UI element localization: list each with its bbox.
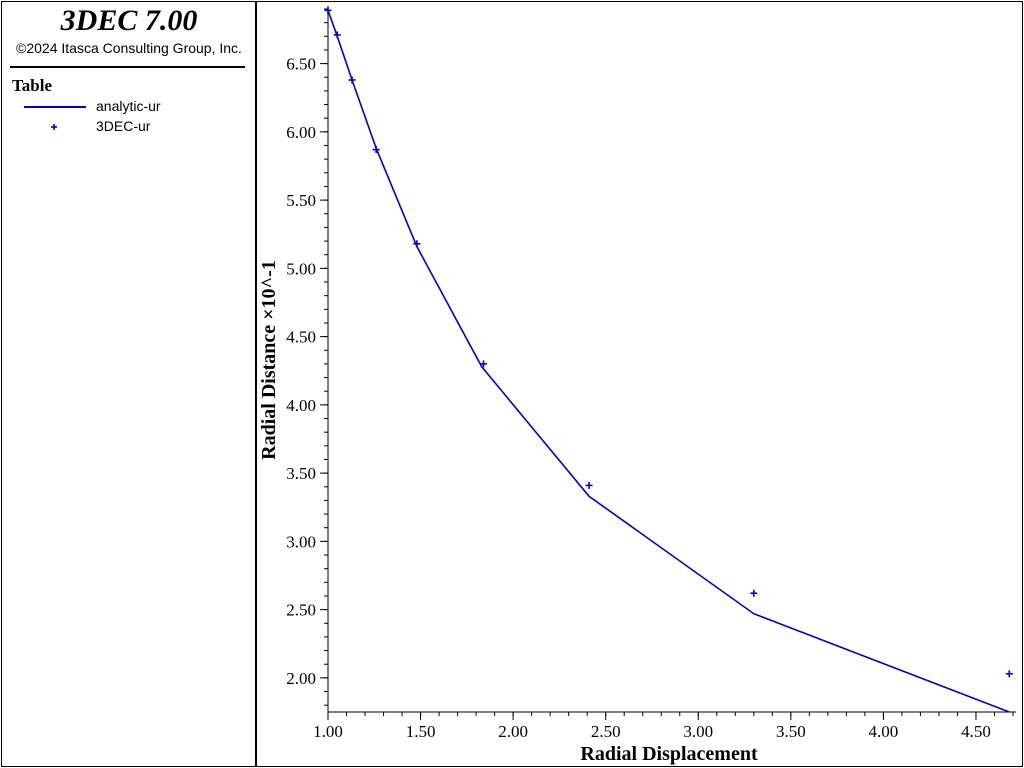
x-tick-label: 4.50 bbox=[961, 722, 991, 741]
x-tick-label: 1.50 bbox=[406, 722, 436, 741]
legend-title: Table bbox=[12, 76, 53, 95]
y-tick-label: 4.00 bbox=[286, 396, 316, 415]
y-tick-label: 6.00 bbox=[286, 123, 316, 142]
panel-divider bbox=[255, 1, 257, 767]
x-tick-label: 2.00 bbox=[498, 722, 528, 741]
y-tick-label: 2.50 bbox=[286, 601, 316, 620]
data-point-3dec-ur bbox=[750, 589, 758, 597]
series-line-analytic-ur bbox=[327, 10, 1010, 713]
y-tick-label: 4.50 bbox=[286, 328, 316, 347]
x-tick-label: 2.50 bbox=[591, 722, 621, 741]
x-axis-title: Radial Displacement bbox=[580, 743, 758, 765]
series-layer bbox=[324, 6, 1013, 713]
plus-marker-icon bbox=[51, 124, 57, 130]
y-tick-label: 5.50 bbox=[286, 191, 316, 210]
data-point-3dec-ur bbox=[372, 146, 380, 154]
line-swatch-icon bbox=[24, 106, 86, 108]
data-point-3dec-ur bbox=[585, 481, 593, 489]
y-tick-label: 6.50 bbox=[286, 55, 316, 74]
legend-separator bbox=[10, 66, 245, 68]
y-tick-label: 5.00 bbox=[286, 259, 316, 278]
x-tick-label: 1.00 bbox=[313, 722, 343, 741]
legend-label-analytic-ur: analytic-ur bbox=[96, 98, 161, 114]
y-tick-label: 3.00 bbox=[286, 532, 316, 551]
data-point-3dec-ur bbox=[333, 31, 341, 39]
app-title: 3DEC 7.00 bbox=[60, 4, 198, 37]
data-point-3dec-ur bbox=[348, 76, 356, 84]
data-point-3dec-ur bbox=[324, 6, 332, 14]
y-tick-label: 2.00 bbox=[286, 669, 316, 688]
legend-label-3dec-ur: 3DEC-ur bbox=[96, 118, 151, 134]
data-point-3dec-ur bbox=[480, 360, 488, 368]
axes: 1.00 1.50 2.00 2.50 3.00 3.50 4.00 4.50 2.00 2.50… bbox=[286, 6, 1016, 741]
y-tick-label: 3.50 bbox=[286, 464, 316, 483]
x-tick-label: 4.00 bbox=[869, 722, 899, 741]
data-point-3dec-ur bbox=[1005, 670, 1013, 678]
copyright-text: ©2024 Itasca Consulting Group, Inc. bbox=[16, 40, 242, 56]
y-axis-title: Radial Distance ×10^-1 bbox=[258, 260, 280, 460]
x-tick-label: 3.00 bbox=[683, 722, 713, 741]
x-tick-label: 3.50 bbox=[776, 722, 806, 741]
data-point-3dec-ur bbox=[413, 240, 421, 248]
